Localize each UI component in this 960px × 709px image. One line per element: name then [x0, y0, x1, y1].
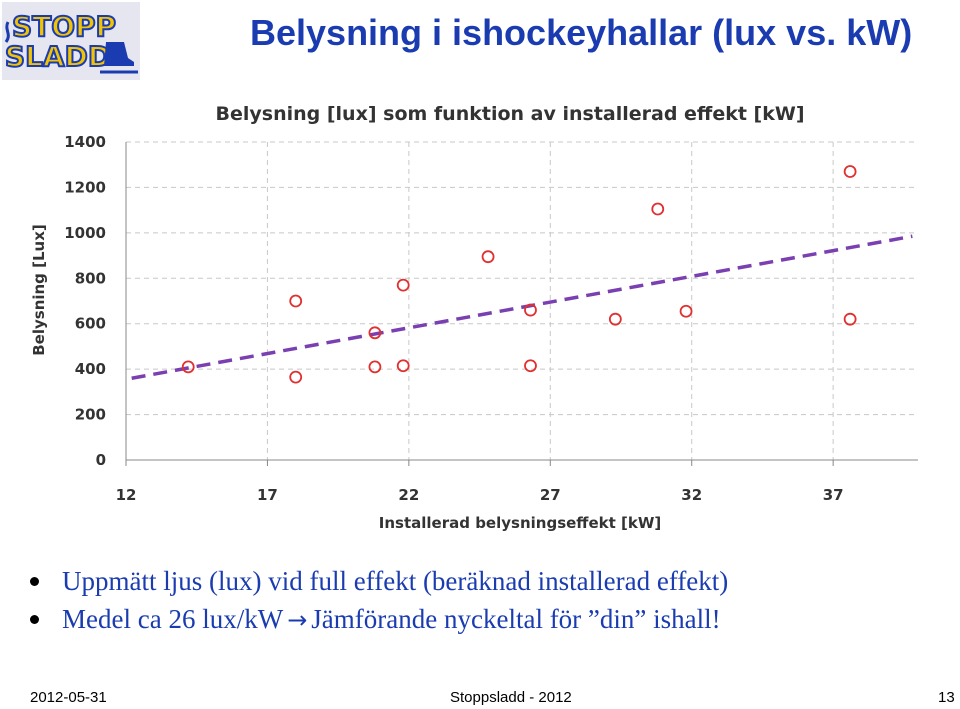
x-tick-label: 17 — [257, 486, 278, 504]
y-tick-label: 0 — [96, 451, 106, 469]
bullet-dot-icon — [30, 577, 39, 586]
data-point — [679, 304, 693, 318]
y-axis-label: Belysning [Lux] — [30, 224, 48, 356]
footer-organization: Stoppsladd - 2012 — [450, 689, 572, 706]
data-points — [181, 165, 857, 384]
logo-graphic: STOPP SLADD — [2, 2, 140, 80]
data-point — [396, 278, 410, 292]
data-point — [289, 370, 303, 384]
trend-line-group — [131, 234, 913, 380]
bullet-text: Uppmätt ljus (lux) vid full effekt (berä… — [62, 566, 729, 596]
tick-labels: 0 200 400 600 800 1000 1200 1400 12 17 22 27 32 37 — [64, 133, 843, 504]
data-point — [181, 360, 195, 374]
data-point — [524, 303, 537, 317]
data-point — [843, 312, 857, 326]
bullet-text-after: Jämförande nyckeltal för ”din” ishall! — [311, 604, 721, 634]
chart-svg: Belysning [lux] som funktion av installe… — [30, 103, 918, 532]
bullet-text-before: Medel ca 26 lux/kW — [62, 604, 284, 634]
data-point — [396, 359, 410, 373]
logo-swoosh-icon — [4, 21, 10, 43]
data-point — [481, 250, 495, 264]
y-tick-label: 1400 — [64, 133, 106, 151]
footer-date: 2012-05-31 — [30, 689, 107, 706]
x-tick-label: 12 — [116, 486, 137, 504]
y-tick-label: 1000 — [64, 224, 106, 242]
axes — [125, 142, 918, 466]
x-tick-label: 22 — [398, 486, 419, 504]
data-point — [524, 359, 537, 373]
data-point — [289, 294, 303, 308]
bullet-dot-icon — [30, 615, 39, 624]
bullet-item: Uppmätt ljus (lux) vid full effekt (berä… — [30, 562, 728, 600]
trend-line — [131, 234, 913, 380]
stoppsladd-logo: STOPP SLADD — [2, 2, 140, 80]
skate-icon — [100, 42, 138, 74]
logo-background — [2, 2, 140, 80]
data-point — [368, 360, 382, 374]
x-tick-label: 37 — [823, 486, 844, 504]
y-tick-label: 200 — [75, 406, 106, 424]
grid-lines — [126, 141, 918, 460]
bullet-list: Uppmätt ljus (lux) vid full effekt (berä… — [30, 562, 728, 639]
y-tick-label: 1200 — [64, 178, 106, 196]
x-tick-label: 27 — [540, 486, 561, 504]
bullet-item: Medel ca 26 lux/kW → Jämförande nyckeltal … — [30, 600, 728, 639]
data-point — [651, 202, 665, 216]
data-point — [608, 312, 622, 326]
x-axis-label: Installerad belysningseffekt [kW] — [379, 514, 661, 532]
y-tick-label: 800 — [75, 269, 106, 287]
x-tick-label: 32 — [681, 486, 702, 504]
scatter-chart: Belysning [lux] som funktion av installe… — [20, 90, 940, 540]
y-tick-label: 600 — [75, 315, 106, 333]
logo-word-stopp: STOPP — [12, 10, 116, 43]
data-point — [843, 165, 857, 178]
chart-title: Belysning [lux] som funktion av installe… — [216, 103, 805, 125]
slide-title: Belysning i ishockeyhallar (lux vs. kW) — [250, 12, 913, 53]
data-point — [368, 326, 382, 340]
page-number: 13 — [938, 689, 955, 706]
arrow-right-icon: → — [287, 606, 308, 634]
y-tick-label: 400 — [75, 360, 106, 378]
logo-word-sladd: SLADD — [5, 40, 111, 73]
